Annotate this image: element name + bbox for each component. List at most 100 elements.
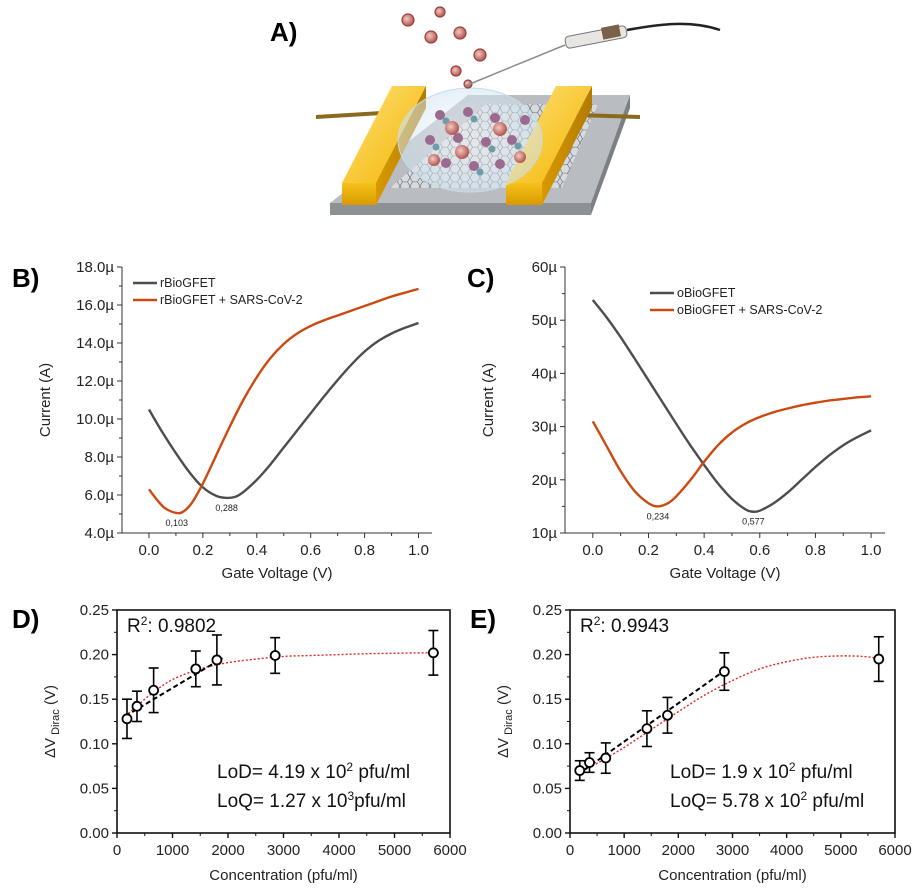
x-tick-label: 3000: [267, 842, 300, 859]
data-point-3: [190, 663, 202, 675]
y-axis-label: Current (A): [480, 363, 497, 437]
lod-sup: 2: [789, 760, 796, 774]
lod-label: LoD= 1.9 x 102 pfu/ml: [670, 760, 853, 783]
y-tick-label: 0.10: [80, 736, 109, 753]
series-line-0: [147, 321, 419, 500]
linear-fit-line: [577, 668, 728, 775]
axes: 0.00 0.05 0.10 0.15 0.20 0.25 0 1000 2000 3000 400…: [42, 602, 467, 884]
r-squared-value: : 0.9943: [600, 616, 669, 637]
x-tick-label: 3000: [716, 842, 749, 859]
r-squared-prefix: R: [580, 616, 594, 637]
panel-letter-d: D): [12, 604, 39, 634]
y-tick-label: 16.0µ: [76, 297, 114, 314]
y-tick-label: 0.15: [80, 691, 109, 708]
y-tick-label: 0.00: [533, 825, 562, 842]
lod-unit: pfu/ml: [353, 762, 410, 783]
y-tick-label: 60µ: [532, 259, 558, 276]
loq-sup: 3: [347, 789, 354, 803]
x-tick-label: 0.8: [354, 542, 375, 559]
x-tick-label: 0.6: [300, 542, 321, 559]
y-tick-label: 10.0µ: [76, 411, 114, 428]
y-tick-label: 12.0µ: [76, 373, 114, 390]
panel-letter-c: C): [467, 263, 494, 293]
x-tick-label: 0.0: [582, 542, 603, 559]
loq-label: LoQ= 5.78 x 102 pfu/ml: [670, 789, 864, 812]
loq-prefix: LoQ= 5.78 x 10: [670, 791, 800, 812]
lod-unit: pfu/ml: [796, 762, 853, 783]
x-axis-label: Gate Voltage (V): [222, 565, 333, 582]
loq-prefix: LoQ= 1.27 x 10: [217, 791, 347, 812]
series-line-0: [591, 299, 872, 514]
y-tick-label: 0.20: [533, 647, 562, 664]
loq-label: LoQ= 1.27 x 103pfu/ml: [217, 789, 406, 812]
data-point-0: [574, 765, 586, 776]
x-tick-label: 0.8: [805, 542, 826, 559]
y-axis-label-main: ΔV: [495, 738, 512, 758]
x-tick-label: 6000: [878, 842, 911, 859]
lod-label: LoD= 4.19 x 102 pfu/ml: [217, 760, 410, 783]
x-tick-label: 6000: [433, 842, 466, 859]
panel-letter-e: E): [470, 604, 496, 634]
x-axis-label: Concentration (pfu/ml): [658, 867, 806, 884]
chart-b: 4.0µ 6.0µ 8.0µ 10.0µ 12.0µ 14.0µ 16.0µ 18.0µ 0.0…: [37, 259, 432, 582]
x-tick-label: 5000: [824, 842, 857, 859]
x-tick-label: 0.0: [139, 542, 160, 559]
r-squared-label: R2: 0.9943: [580, 614, 669, 637]
x-tick-label: 2000: [211, 842, 244, 859]
chart-e: 0.00 0.05 0.10 0.15 0.20 0.25 0 1000 2000 3000 400…: [495, 602, 912, 884]
x-tick-label: 2000: [662, 842, 695, 859]
y-axis-label: Current (A): [37, 363, 54, 437]
legend-label-0: oBioGFET: [677, 286, 736, 300]
x-tick-label: 0: [566, 842, 574, 859]
data-point-1: [131, 700, 143, 712]
data-point-6: [427, 647, 439, 659]
x-tick-label: 1.0: [408, 542, 429, 559]
gfet-device-illustration: [315, 6, 721, 215]
x-tick-label: 0: [113, 842, 121, 859]
r-squared-sup: 2: [594, 614, 601, 628]
y-tick-label: 0.05: [80, 780, 109, 797]
y-tick-label: 0.25: [533, 602, 562, 619]
r-squared-value: : 0.9802: [147, 616, 216, 637]
y-tick-label: 50µ: [532, 312, 558, 329]
y-tick-label: 6.0µ: [85, 487, 115, 504]
x-tick-label: 0.4: [694, 542, 715, 559]
x-tick-label: 4000: [770, 842, 803, 859]
panel-letter-a: A): [270, 17, 297, 47]
data-point-4: [211, 654, 223, 666]
loq-unit: pfu/ml: [354, 791, 406, 812]
legend-label-0: rBioGFET: [160, 276, 216, 290]
panel-letter-b: B): [12, 263, 39, 293]
y-axis-label-unit: (V): [42, 685, 59, 709]
axes: 4.0µ 6.0µ 8.0µ 10.0µ 12.0µ 14.0µ 16.0µ 18.0µ 0.0…: [37, 259, 432, 582]
axes: 10µ 20µ 30µ 40µ 50µ 60µ 0.0 0.2 0.4 0.6 0.8 1.0 Gate…: [480, 259, 885, 582]
lod-prefix: LoD= 4.19 x 10: [217, 762, 346, 783]
chart-d: 0.00 0.05 0.10 0.15 0.20 0.25 0 1000 2000 3000 400…: [42, 602, 467, 884]
y-tick-label: 0.25: [80, 602, 109, 619]
y-axis-label: ΔV Dirac (V): [495, 685, 515, 758]
data-point-2: [600, 752, 612, 764]
minimum-label-1: 0,288: [215, 503, 238, 513]
data-point-1: [584, 757, 595, 768]
y-tick-label: 0.00: [80, 825, 109, 842]
loq-sup: 2: [800, 789, 807, 803]
x-tick-label: 0.4: [246, 542, 267, 559]
axes: 0.00 0.05 0.10 0.15 0.20 0.25 0 1000 2000 3000 400…: [495, 602, 912, 884]
r-squared-sup: 2: [141, 614, 148, 628]
y-tick-label: 10µ: [532, 525, 558, 542]
x-tick-label: 4000: [322, 842, 355, 859]
y-axis-label-main: ΔV: [42, 738, 59, 758]
data-point-5: [718, 666, 730, 677]
data-point-0: [121, 713, 133, 725]
y-tick-label: 20µ: [532, 472, 558, 489]
x-tick-label: 0.2: [638, 542, 659, 559]
x-tick-label: 0.6: [749, 542, 770, 559]
legend-label-1: rBioGFET + SARS-CoV-2: [160, 293, 303, 307]
y-axis-label-sub: Dirac: [50, 709, 62, 738]
x-axis-label: Gate Voltage (V): [670, 565, 781, 582]
y-tick-label: 0.20: [80, 647, 109, 664]
r-squared-label: R2: 0.9802: [127, 614, 216, 637]
data-point-2: [148, 684, 160, 696]
chart-c: 10µ 20µ 30µ 40µ 50µ 60µ 0.0 0.2 0.4 0.6 0.8 1.0 Gate…: [480, 259, 885, 582]
